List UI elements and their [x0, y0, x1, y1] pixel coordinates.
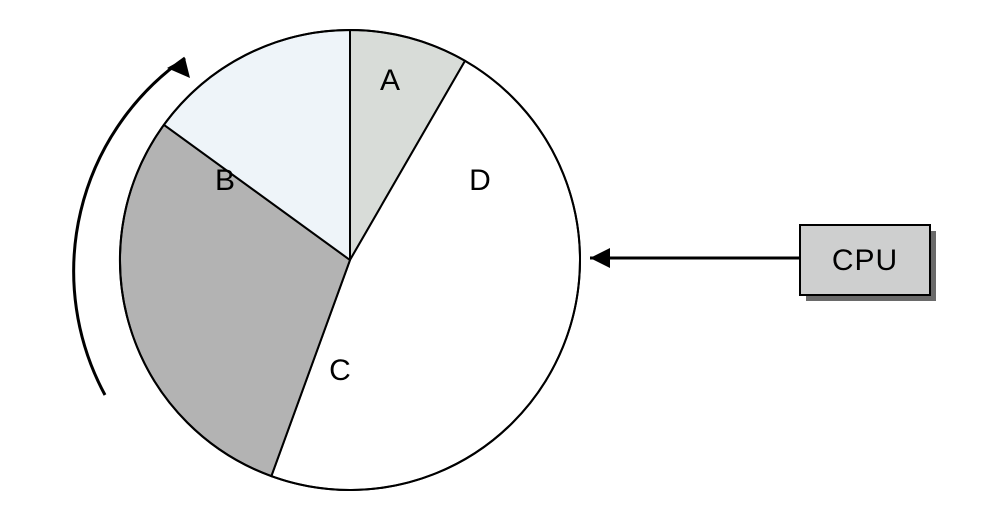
- slice-label-c: C: [329, 354, 351, 387]
- diagram-svg: A D C B CPU: [0, 0, 996, 526]
- pointer-arrow-head-icon: [590, 248, 610, 268]
- cpu-box-label: CPU: [832, 244, 898, 277]
- slice-label-a: A: [380, 64, 400, 97]
- slice-label-d: D: [469, 164, 491, 197]
- diagram-stage: A D C B CPU: [0, 0, 996, 526]
- slice-label-b: B: [215, 164, 235, 197]
